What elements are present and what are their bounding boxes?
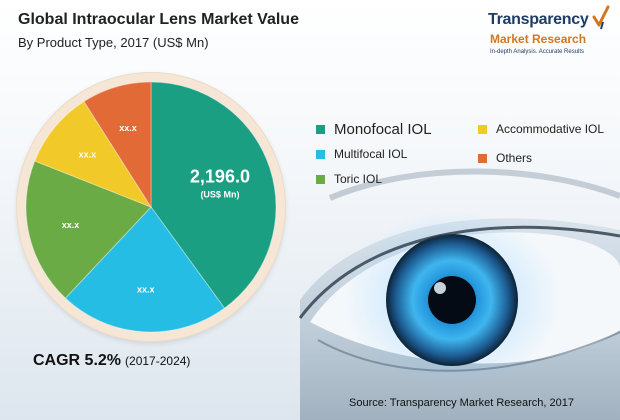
pie-slice-others	[83, 81, 152, 209]
legend-label-others: Others	[496, 151, 533, 165]
legend-item-accommodative: Accommodative IOL	[478, 122, 604, 136]
legend-item-toric: Toric IOL	[316, 172, 382, 186]
logo-tagline: In-depth Analysis. Accurate Results	[490, 49, 585, 55]
pie-slice-toric-iol	[25, 160, 152, 299]
pie-slice-accommodative-iol	[34, 100, 153, 209]
pie-slice-label: xx.x	[62, 220, 80, 230]
chart-subtitle: By Product Type, 2017 (US$ Mn)	[18, 35, 209, 50]
company-logo: Transparency Market Research In-depth An…	[488, 5, 613, 71]
pie-slice-label: xx.x	[137, 284, 155, 294]
legend-label-monofocal: Monofocal IOL	[334, 121, 432, 138]
legend-swatch-monofocal	[316, 125, 325, 134]
legend-label-toric: Toric IOL	[334, 172, 383, 186]
pie-slice-label: xx.x	[119, 123, 137, 133]
legend-swatch-toric	[316, 174, 325, 184]
legend-label-multifocal: Multifocal IOL	[334, 147, 408, 161]
pie-slice-unit-label: (US$ Mn)	[200, 190, 239, 200]
chart-title: Global Intraocular Lens Market Value	[18, 11, 299, 28]
legend-swatch-accommodative	[478, 124, 487, 134]
cagr-value: CAGR 5.2%	[33, 352, 122, 369]
logo-text-secondary: Market Research	[490, 32, 587, 46]
legend-item-monofocal: Monofocal IOL	[316, 121, 432, 138]
pie-slice-label: xx.x	[79, 149, 97, 159]
pie-slice-monofocal-iol	[150, 81, 277, 309]
pie-slice-multifocal-iol	[64, 206, 226, 333]
source-note: Source: Transparency Market Research, 20…	[349, 397, 575, 409]
logo-text-primary: Transparency	[488, 11, 589, 28]
legend-label-accommodative: Accommodative IOL	[496, 122, 605, 136]
legend-item-multifocal: Multifocal IOL	[316, 147, 407, 161]
pie-slice-label: 2,196.0	[190, 167, 250, 187]
logo-check-icon	[592, 5, 610, 30]
legend-swatch-others	[478, 153, 487, 163]
legend-swatch-multifocal	[316, 149, 325, 159]
legend-item-others: Others	[478, 151, 532, 165]
cagr-period: (2017-2024)	[125, 354, 191, 368]
cagr-note: CAGR 5.2% (2017-2024)	[33, 352, 190, 370]
